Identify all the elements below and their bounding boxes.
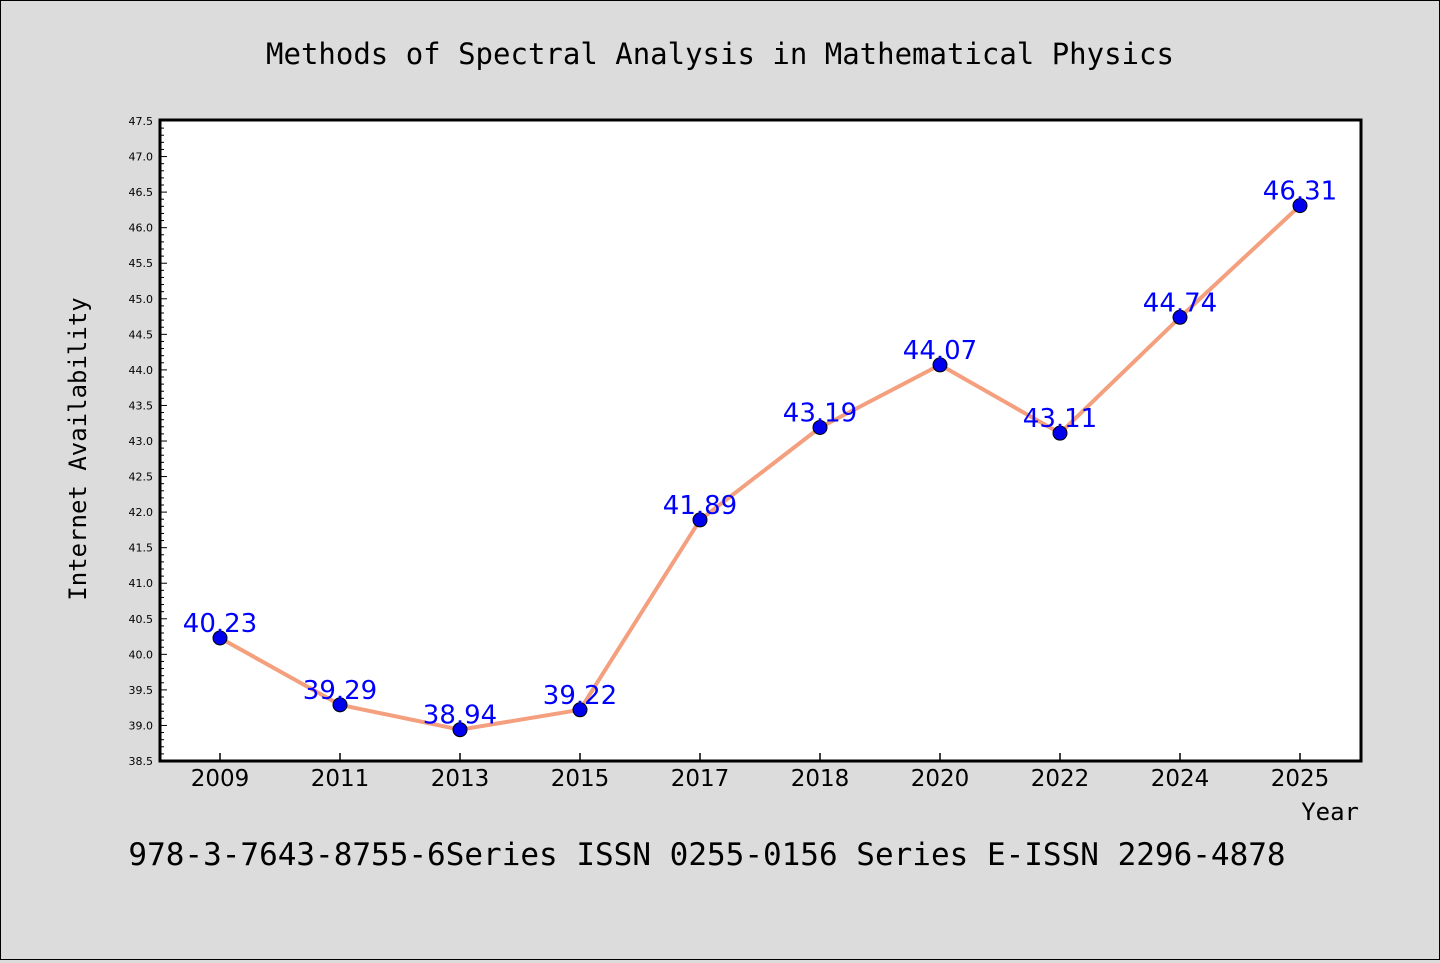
y-tick-label: 43.5: [129, 399, 154, 412]
data-label: 39.22: [543, 681, 617, 711]
footer-text: 978-3-7643-8755-6Series ISSN 0255-0156 S…: [128, 837, 1285, 873]
y-tick-label: 46.0: [129, 222, 154, 235]
data-point-marker: [212, 630, 228, 646]
y-tick-label: 45.0: [129, 293, 154, 306]
data-labels-group: 40.23 39.29 38.94 39.22 41.89 43.19 44.07 43.11…: [183, 177, 1337, 731]
x-tick-label: 2022: [1031, 766, 1090, 792]
y-tick-label: 42.5: [129, 471, 154, 484]
data-point-marker: [812, 419, 828, 435]
y-tick-label: 45.5: [129, 257, 154, 270]
y-tick-label: 44.5: [129, 328, 154, 341]
data-label: 43.11: [1023, 404, 1097, 434]
x-tick-label: 2018: [791, 766, 850, 792]
x-tick-label: 2025: [1271, 766, 1330, 792]
series-line-group: [212, 198, 1308, 738]
x-tick-label: 2013: [431, 766, 490, 792]
data-point-marker: [1172, 309, 1188, 325]
x-axis-label: Year: [1301, 798, 1359, 826]
data-point-marker: [332, 697, 348, 713]
y-tick-label: 44.0: [129, 364, 154, 377]
y-tick-label: 42.0: [129, 506, 154, 519]
data-point-marker: [452, 722, 468, 738]
y-tick-label: 43.0: [129, 435, 154, 448]
plot-area: [158, 118, 1363, 763]
x-tick-label: 2020: [911, 766, 970, 792]
data-label: 38.94: [423, 701, 497, 731]
x-tick-label: 2009: [191, 766, 250, 792]
y-axis-label: Internet Availability: [64, 297, 92, 600]
data-label: 41.89: [663, 491, 737, 521]
y-axis: 38.5 39.0 39.5 40.0 40.5 41.0 41.5 42.0 42.5 43.0…: [129, 115, 167, 768]
x-tick-label: 2024: [1151, 766, 1210, 792]
y-tick-label: 39.0: [129, 719, 154, 732]
y-tick-label: 40.5: [129, 613, 154, 626]
y-tick-label: 39.5: [129, 684, 154, 697]
y-tick-label: 47.0: [129, 151, 154, 164]
y-tick-label: 47.5: [129, 115, 154, 128]
data-label: 43.19: [783, 398, 857, 428]
x-tick-label: 2011: [311, 766, 370, 792]
y-tick-label: 41.0: [129, 577, 154, 590]
series-line: [219, 204, 1302, 732]
data-point-marker: [932, 357, 948, 373]
x-tick-label: 2015: [551, 766, 610, 792]
x-axis: 2009 2011 2013 2015 2017 2018 2020 2022 2024 2025: [191, 753, 1330, 792]
data-point-marker: [1292, 198, 1308, 214]
y-tick-label: 40.0: [129, 648, 154, 661]
y-tick-label: 38.5: [129, 755, 154, 768]
data-label: 44.07: [903, 336, 977, 366]
chart-title: Methods of Spectral Analysis in Mathemat…: [266, 37, 1174, 71]
data-point-marker: [572, 702, 588, 718]
data-label: 39.29: [303, 676, 377, 706]
x-tick-label: 2017: [671, 766, 730, 792]
data-label: 44.74: [1143, 288, 1217, 318]
y-tick-label: 46.5: [129, 186, 154, 199]
data-label: 46.31: [1263, 177, 1337, 207]
data-point-marker: [692, 512, 708, 528]
y-tick-label: 41.5: [129, 542, 154, 555]
data-label: 40.23: [183, 609, 257, 639]
data-point-marker: [1052, 425, 1068, 441]
